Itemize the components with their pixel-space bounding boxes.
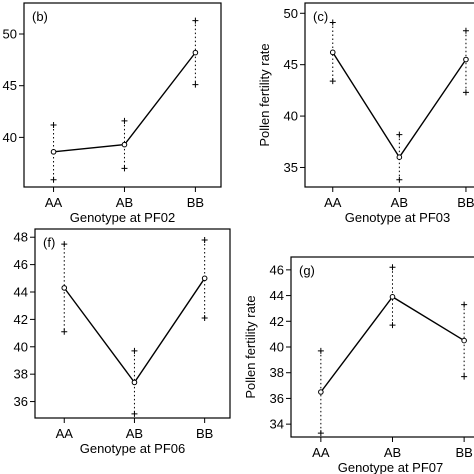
mean-point	[461, 337, 467, 344]
lower-plus-marker	[50, 176, 57, 183]
mean-line	[63, 277, 206, 384]
mean-point	[61, 285, 68, 291]
x-tick-label: AB	[391, 195, 408, 210]
lower-plus-marker	[461, 373, 468, 380]
mean-line	[320, 295, 465, 393]
mean-point	[50, 149, 57, 155]
mean-point	[463, 56, 469, 63]
y-tick-label: 36	[270, 391, 284, 406]
y-axis-title: Pollen fertility rate	[243, 295, 258, 398]
y-tick-label: 44	[14, 285, 28, 300]
plot-frame	[290, 256, 474, 438]
upper-plus-marker	[201, 236, 208, 243]
y-tick-label: 50	[3, 27, 17, 42]
y-tick-label: 38	[14, 367, 28, 382]
panel-label: (b)	[32, 9, 48, 24]
panel-g: 34 36 38 40 42 44 46 AA AB BB Genotype at PF07 Poll…	[243, 256, 474, 474]
panel-label: (g)	[299, 263, 315, 278]
y-tick-label: 46	[270, 262, 284, 277]
x-tick-label: AA	[324, 195, 342, 210]
mean-point	[389, 294, 396, 300]
panel-label: (c)	[313, 9, 328, 24]
y-tick-label: 50	[284, 6, 298, 21]
upper-plus-marker	[462, 27, 469, 34]
x-axis-title: Genotype at PF03	[345, 210, 451, 225]
lower-plus-marker	[396, 176, 403, 183]
y-tick-label: 36	[14, 394, 28, 409]
x-tick-label: BB	[187, 195, 204, 210]
y-tick-label: 42	[270, 314, 284, 329]
y-tick-label: 35	[284, 160, 298, 175]
panel-c: 35 40 45 50 AA AB BB Genotype at PF03 Pollen fer…	[257, 2, 474, 225]
x-axis-title: Genotype at PF07	[338, 460, 444, 474]
x-tick-label: AB	[116, 195, 133, 210]
panel-f: 36 38 40 42 44 46 48 AA AB BB Genotype at PF06 (f)	[14, 228, 231, 456]
x-tick-label: AA	[56, 426, 74, 441]
y-tick-label: 38	[270, 365, 284, 380]
mean-point	[192, 49, 199, 56]
lower-plus-marker	[131, 410, 138, 417]
upper-plus-marker	[389, 264, 396, 271]
x-axis-title: Genotype at PF02	[70, 210, 176, 225]
x-tick-label: AB	[384, 445, 401, 460]
lower-plus-marker	[462, 89, 469, 96]
panel-b: 40 45 50 AA AB BB Genotype at PF02 (b)	[3, 2, 222, 225]
upper-plus-marker	[61, 241, 68, 248]
y-tick-label: 46	[14, 257, 28, 272]
y-tick-label: 40	[14, 339, 28, 354]
mean-line	[332, 51, 467, 159]
x-tick-label: AB	[126, 426, 143, 441]
upper-plus-marker	[329, 19, 336, 26]
y-tick-label: 45	[3, 78, 17, 93]
x-tick-label: BB	[196, 426, 213, 441]
lower-plus-marker	[317, 430, 324, 437]
upper-plus-marker	[50, 121, 57, 128]
y-tick-label: 40	[284, 109, 298, 124]
mean-point	[329, 49, 336, 56]
x-tick-label: AA	[312, 445, 330, 460]
y-tick-label: 48	[14, 230, 28, 245]
mean-point	[201, 275, 208, 282]
y-tick-label: 40	[3, 130, 17, 145]
x-tick-label: BB	[457, 195, 474, 210]
lower-plus-marker	[192, 81, 199, 88]
y-tick-label: 45	[284, 57, 298, 72]
plot-frame	[23, 2, 222, 188]
plot-frame	[34, 228, 231, 419]
upper-plus-marker	[121, 117, 128, 124]
upper-plus-marker	[192, 17, 199, 24]
x-tick-label: BB	[455, 445, 472, 460]
x-axis-title: Genotype at PF06	[80, 441, 186, 456]
y-tick-label: 40	[270, 340, 284, 355]
y-axis-title: Pollen fertility rate	[257, 43, 272, 146]
upper-plus-marker	[396, 131, 403, 138]
mean-point	[396, 154, 403, 160]
plot-frame	[304, 2, 474, 188]
upper-plus-marker	[461, 301, 468, 308]
mean-point	[121, 141, 128, 148]
mean-point	[131, 379, 138, 386]
x-tick-label: AA	[45, 195, 63, 210]
upper-plus-marker	[131, 347, 138, 354]
lower-plus-marker	[121, 165, 128, 172]
y-tick-label: 44	[270, 288, 284, 303]
lower-plus-marker	[201, 315, 208, 322]
lower-plus-marker	[389, 322, 396, 329]
lower-plus-marker	[329, 78, 336, 85]
y-tick-label: 42	[14, 312, 28, 327]
mean-point	[318, 389, 324, 395]
y-tick-label: 34	[270, 417, 284, 432]
upper-plus-marker	[317, 347, 324, 354]
panel-label: (f)	[43, 235, 55, 250]
lower-plus-marker	[61, 328, 68, 335]
